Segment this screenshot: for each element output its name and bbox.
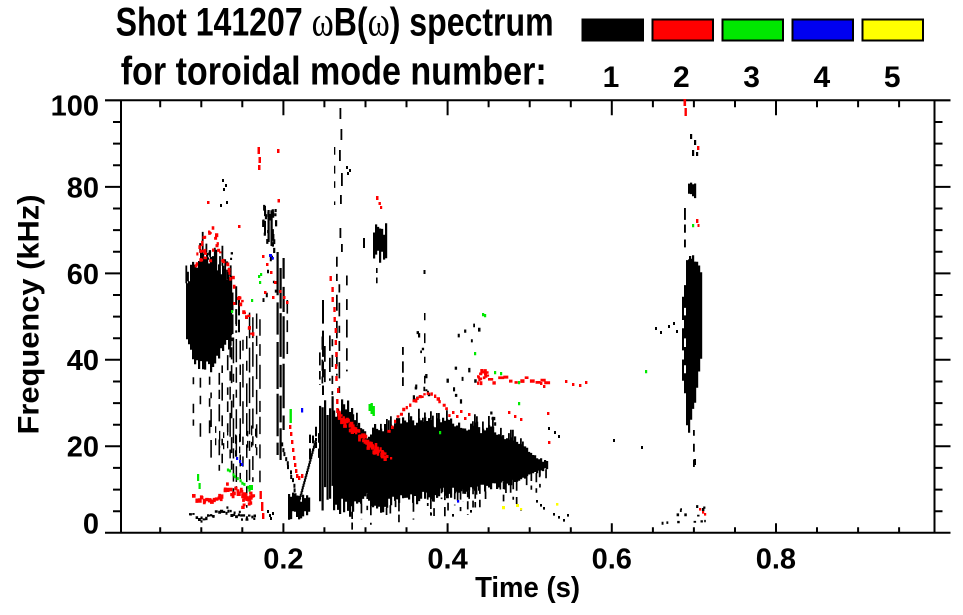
svg-text:Frequency (kHz): Frequency (kHz) xyxy=(13,195,46,435)
svg-text:20: 20 xyxy=(67,432,99,464)
svg-text:3: 3 xyxy=(743,61,760,94)
svg-text:40: 40 xyxy=(67,345,99,377)
svg-text:0.6: 0.6 xyxy=(592,544,632,576)
svg-text:for toroidal mode number:: for toroidal mode number: xyxy=(121,50,547,94)
svg-text:4: 4 xyxy=(814,61,831,94)
svg-text:100: 100 xyxy=(51,91,99,123)
svg-text:60: 60 xyxy=(67,259,99,291)
svg-text:5: 5 xyxy=(884,61,901,94)
svg-text:80: 80 xyxy=(67,172,99,204)
svg-text:2: 2 xyxy=(673,61,690,94)
svg-text:0.8: 0.8 xyxy=(756,544,796,576)
svg-text:Time (s): Time (s) xyxy=(475,572,580,604)
svg-text:0.4: 0.4 xyxy=(427,544,467,576)
svg-text:Shot 141207 ωB(ω) spectrum: Shot 141207 ωB(ω) spectrum xyxy=(116,0,554,45)
svg-text:0.2: 0.2 xyxy=(263,544,303,576)
svg-text:1: 1 xyxy=(603,61,620,94)
svg-text:0: 0 xyxy=(83,508,99,540)
